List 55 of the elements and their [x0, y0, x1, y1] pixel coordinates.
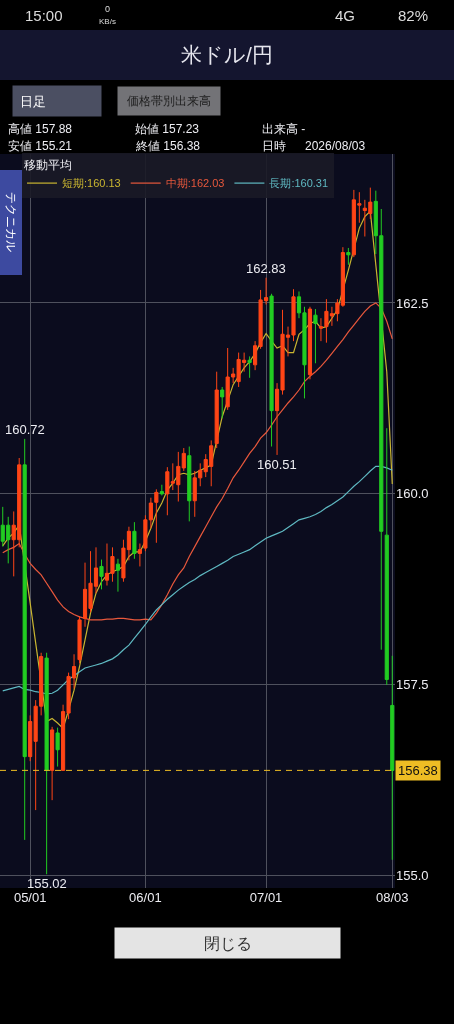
x-tick-label: 05/01 — [13, 890, 47, 905]
text: 始値 157.23 — [135, 122, 200, 136]
line-series — [2, 302, 393, 621]
candlestick — [50, 726, 55, 801]
candlestick — [220, 386, 225, 419]
text: 出来高 - — [262, 122, 306, 136]
legend-label: 長期:160.31 — [269, 177, 329, 190]
candlestick — [384, 427, 389, 686]
text: 日足 — [20, 93, 46, 109]
x-tick-label: 06/01 — [129, 890, 162, 905]
text: 2026/08/03 — [305, 139, 366, 153]
legend-title: 移動平均 — [24, 157, 72, 172]
candlestick — [346, 247, 351, 266]
candlestick — [115, 558, 121, 593]
annotation: 162.83 — [246, 261, 286, 276]
text: 15:00 — [25, 7, 63, 24]
text: 閉じる — [203, 934, 252, 952]
candlestick — [132, 521, 137, 560]
legend-label: 短期:160.13 — [62, 177, 121, 190]
annotation: テクニカル — [4, 192, 18, 252]
legend-label: 中期:162.03 — [165, 177, 225, 190]
candlestick — [159, 484, 164, 496]
text: 82% — [398, 7, 429, 24]
text: 0 — [105, 4, 111, 14]
text: 高値 157.88 — [8, 122, 73, 136]
candlestick — [137, 543, 142, 567]
annotation: 160.72 — [5, 422, 45, 437]
candlestick — [313, 308, 318, 364]
candlestick — [307, 306, 313, 380]
y-tick-label: 160.0 — [396, 486, 429, 502]
candlestick — [214, 371, 219, 449]
ref-line-label: 156.38 — [398, 763, 438, 778]
annotation: 160.51 — [257, 457, 297, 472]
candlestick — [269, 293, 274, 448]
y-tick-label: 162.5 — [396, 295, 429, 311]
text: 安値 155.21 — [8, 139, 73, 153]
y-tick-label: 157.5 — [396, 677, 429, 693]
y-tick-label: 155.0 — [396, 868, 429, 884]
x-tick-label: 08/03 — [375, 890, 409, 905]
text: 価格帯別出来高 — [127, 94, 211, 108]
candlestick — [44, 652, 49, 875]
candlestick — [22, 438, 27, 841]
text: KB/s — [99, 17, 116, 26]
x-tick-label: 07/01 — [249, 890, 283, 905]
candlestick — [99, 559, 104, 590]
annotation: 155.02 — [27, 876, 67, 891]
text: 終値 156.38 — [135, 139, 201, 153]
candlestick — [247, 355, 252, 379]
text: 日時 — [262, 139, 286, 153]
candlestick — [55, 727, 60, 768]
chart-title: 米ドル/円 — [181, 43, 273, 67]
candlestick — [187, 446, 192, 522]
candlestick — [77, 615, 82, 664]
candlestick — [390, 655, 395, 861]
text: 4G — [335, 7, 356, 24]
